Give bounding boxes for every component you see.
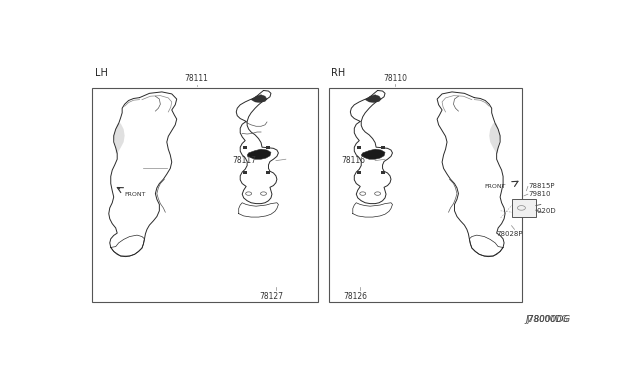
Text: 78116: 78116	[341, 156, 365, 165]
Bar	[381, 146, 385, 149]
Polygon shape	[365, 95, 381, 103]
Text: 78126: 78126	[343, 292, 367, 301]
Polygon shape	[489, 124, 500, 154]
Text: RH: RH	[332, 68, 346, 78]
Text: 78110: 78110	[383, 74, 407, 83]
Polygon shape	[114, 124, 125, 154]
Text: 78815P: 78815P	[529, 183, 556, 189]
Bar	[243, 171, 247, 173]
Text: J78000DG: J78000DG	[527, 315, 568, 324]
Bar	[329, 87, 522, 302]
Bar	[243, 146, 247, 149]
Text: 78117: 78117	[232, 156, 256, 165]
Polygon shape	[251, 95, 267, 103]
Bar	[357, 171, 361, 173]
Polygon shape	[247, 149, 271, 159]
Bar	[512, 199, 536, 217]
Bar	[266, 171, 271, 173]
Polygon shape	[361, 149, 385, 159]
Text: LH: LH	[95, 68, 108, 78]
Text: 78111: 78111	[184, 74, 209, 83]
Bar	[92, 87, 318, 302]
Bar	[357, 146, 361, 149]
Text: 78028P: 78028P	[497, 231, 523, 237]
Bar	[381, 171, 385, 173]
Text: FRONT: FRONT	[125, 192, 146, 196]
Text: FRONT: FRONT	[484, 185, 506, 189]
Bar	[266, 146, 271, 149]
Text: 79810: 79810	[529, 191, 552, 197]
Text: 78127: 78127	[259, 292, 283, 301]
Text: 78020D: 78020D	[529, 208, 557, 214]
Text: J78000DG: J78000DG	[526, 315, 571, 324]
